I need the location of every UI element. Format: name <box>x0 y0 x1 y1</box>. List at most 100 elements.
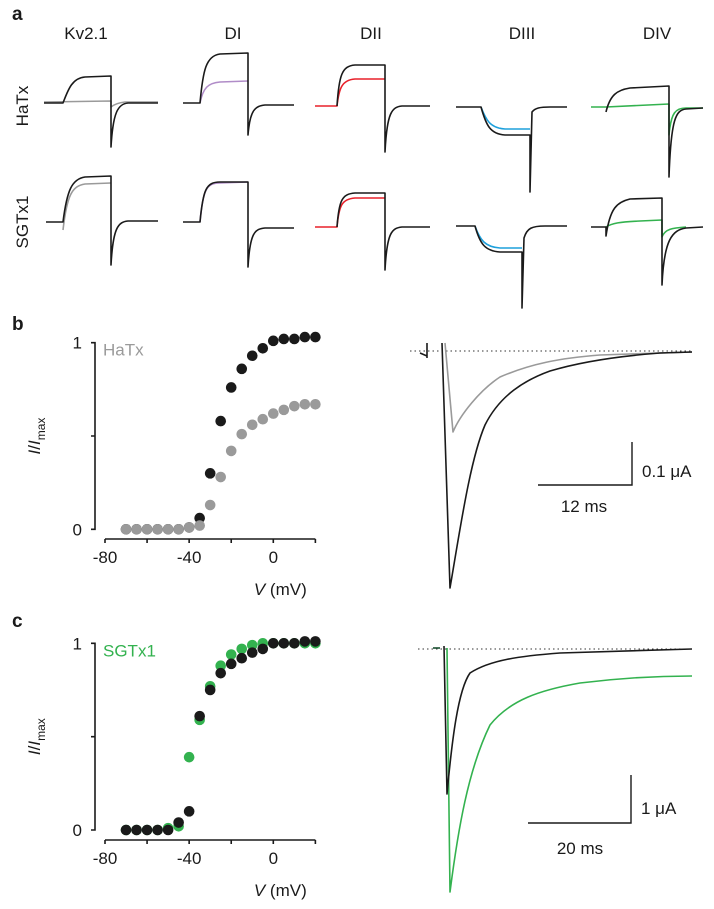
y-axis-label: I/Imax <box>25 718 48 755</box>
trace-tail-sgtx1 <box>446 647 693 893</box>
x-tick-label: 0 <box>269 849 278 868</box>
data-point <box>204 684 216 696</box>
scale-bar-current-label: 1 μA <box>641 799 677 818</box>
column-header-div: DIV <box>643 24 672 43</box>
data-point <box>120 824 132 836</box>
x-axis-label: V (mV) <box>254 580 307 599</box>
tail-current-traces-sgtx1: 1 μA 20 ms <box>418 645 693 893</box>
trace-kv21-hatx <box>43 100 158 108</box>
trace-diii-sgtx1 <box>474 225 522 249</box>
y-axis <box>91 341 96 531</box>
legend-label: HaTx <box>103 341 144 360</box>
data-point <box>289 400 300 412</box>
y-axis <box>91 642 96 831</box>
data-point <box>268 335 279 347</box>
data-point <box>299 636 311 647</box>
trace-di-control-2 <box>183 181 294 268</box>
data-point <box>225 649 237 660</box>
x-axis <box>104 538 317 543</box>
trace-kv21-sgtx1 <box>62 182 112 231</box>
data-point <box>215 415 227 427</box>
y-tick-label: 0 <box>73 520 82 539</box>
panel-label-a: a <box>12 4 23 25</box>
data-point <box>289 333 300 345</box>
y-axis-label-slash: / <box>25 745 44 750</box>
data-point <box>299 398 311 410</box>
row-label-hatx: HaTx <box>13 85 32 126</box>
data-point <box>310 398 321 410</box>
data-point <box>289 638 300 649</box>
data-point <box>183 806 195 817</box>
trace-dii-sgtx1 <box>315 197 385 228</box>
panel-a-traces <box>43 52 704 309</box>
column-header-kv21: Kv2.1 <box>64 24 107 43</box>
trace-tail-control <box>443 645 693 795</box>
y-axis-label: I/Imax <box>25 418 48 455</box>
data-point <box>162 524 174 535</box>
x-axis-label-var: V <box>254 580 267 599</box>
trace-tail-control <box>441 342 693 589</box>
data-point <box>257 643 269 655</box>
trace-tail-hatx <box>444 342 693 433</box>
data-point <box>246 647 258 658</box>
trace-dii-hatx <box>315 78 385 107</box>
data-point <box>236 643 248 655</box>
data-point <box>278 404 290 416</box>
series-control <box>120 331 321 535</box>
data-point <box>183 751 195 763</box>
y-axis-label-imax: I <box>25 440 44 445</box>
x-tick-label: -40 <box>177 548 202 567</box>
data-point <box>246 639 258 651</box>
data-point <box>141 524 153 535</box>
trace-kv21-control <box>44 75 158 148</box>
data-point <box>257 413 269 425</box>
y-axis-label-sub: max <box>34 718 48 741</box>
trace-dii-control-2 <box>336 192 430 271</box>
data-point <box>120 524 132 535</box>
y-axis-label-sub: max <box>34 418 48 441</box>
data-point <box>215 471 227 483</box>
data-point <box>268 408 279 419</box>
column-header-di: DI <box>225 24 242 43</box>
data-point <box>215 667 227 679</box>
trace-prepulse <box>419 343 428 358</box>
data-point <box>236 428 248 440</box>
scale-bar <box>538 442 633 486</box>
series-sgtx1 <box>120 638 321 836</box>
data-point <box>310 331 321 343</box>
data-point <box>162 824 174 836</box>
data-point <box>278 638 290 649</box>
trace-kv21-control-2 <box>46 175 158 266</box>
y-axis-label-imax: I <box>25 741 44 746</box>
x-axis-label-var: V <box>254 881 267 900</box>
trace-diii-control <box>456 106 567 193</box>
column-header-diii: DIII <box>509 24 535 43</box>
data-point <box>225 658 237 670</box>
data-point <box>278 333 290 345</box>
data-point <box>225 382 237 393</box>
x-axis-label-unit: (mV) <box>265 881 307 900</box>
y-tick-label: 0 <box>73 821 82 840</box>
x-axis <box>104 839 317 844</box>
trace-dii-control <box>336 64 430 153</box>
data-point <box>204 499 216 511</box>
legend-label: SGTx1 <box>103 641 156 660</box>
panel-label-c: c <box>12 611 23 632</box>
data-point <box>257 342 269 354</box>
scale-bar-time-label: 20 ms <box>557 839 603 858</box>
data-point <box>236 363 248 375</box>
series-control <box>120 636 321 836</box>
data-point <box>299 331 311 343</box>
x-tick-label: -80 <box>93 849 118 868</box>
data-point <box>236 652 248 664</box>
trace-di-control <box>183 52 294 136</box>
y-axis-label-slash: / <box>25 445 44 450</box>
data-point <box>268 638 279 649</box>
data-point <box>246 350 258 362</box>
y-axis-label-i: I <box>25 750 44 755</box>
series-hatx <box>120 398 321 535</box>
x-axis-label-unit: (mV) <box>265 580 307 599</box>
data-point <box>173 817 184 828</box>
